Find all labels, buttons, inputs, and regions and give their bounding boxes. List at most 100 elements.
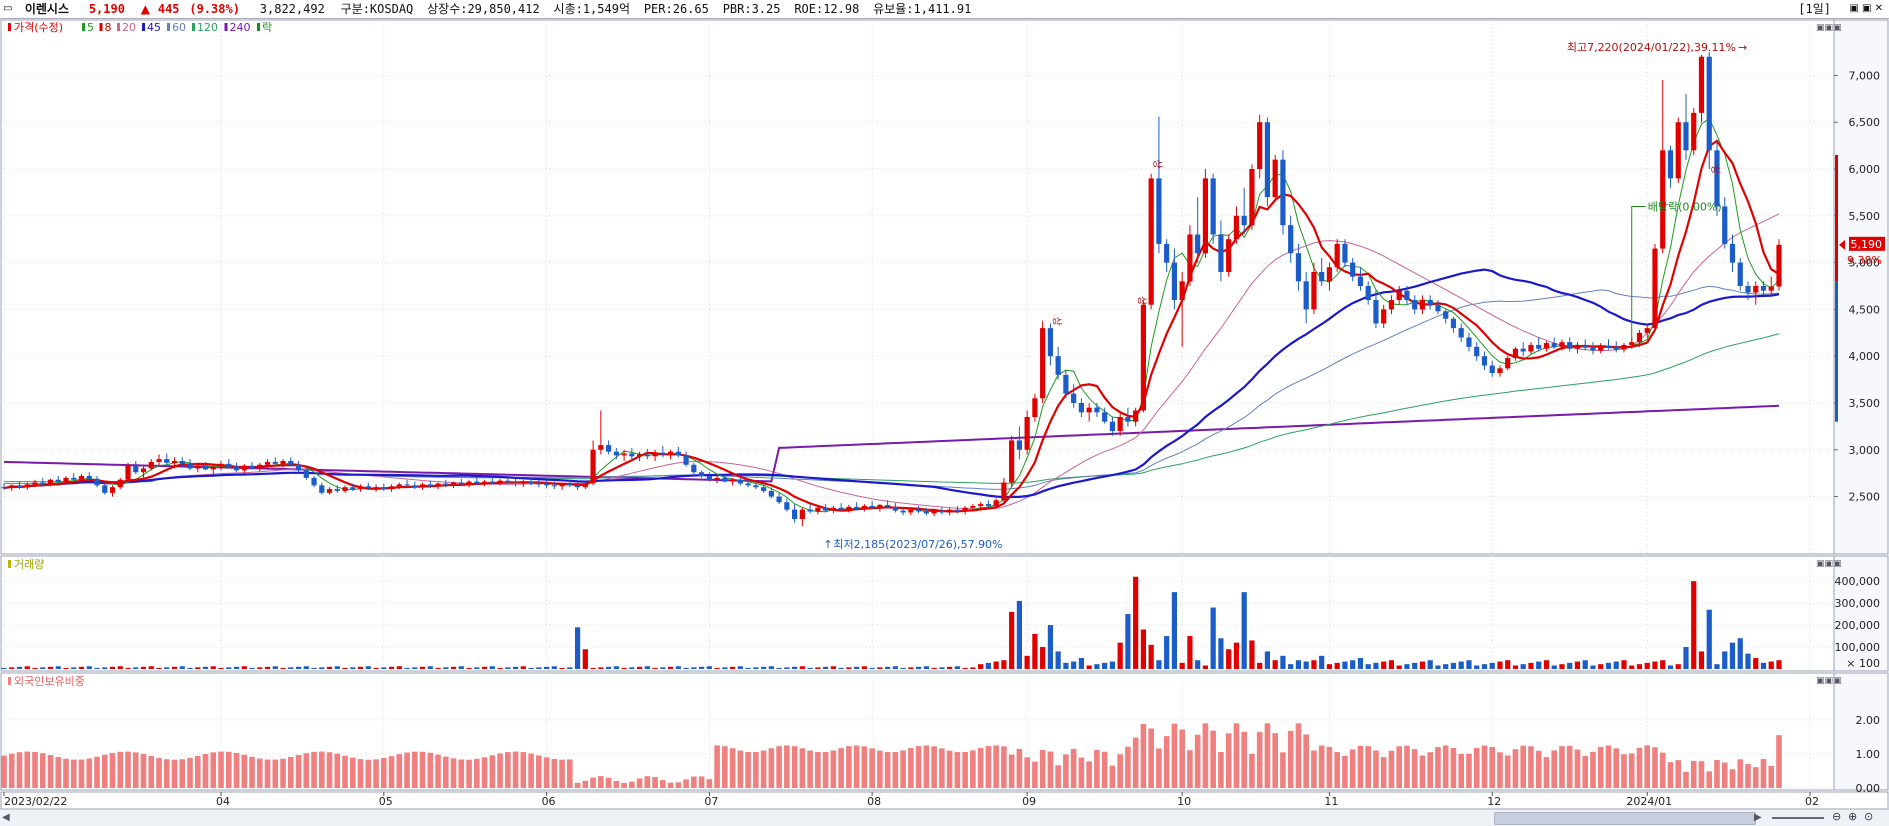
candle-body [1660, 150, 1666, 249]
foreign-ratio-bar [605, 777, 612, 788]
volume-bar [621, 667, 627, 669]
volume-bar [574, 627, 581, 669]
volume-bar [1055, 651, 1061, 669]
foreign-ratio-bar [931, 746, 937, 788]
foreign-ratio-bar [194, 755, 201, 788]
scroll-right-arrow[interactable]: ▶ [1754, 812, 1762, 823]
volume-bar [1109, 661, 1116, 669]
zoom-reset-icon[interactable]: ⊙ [1864, 810, 1874, 823]
foreign-ratio-bar [1621, 754, 1627, 788]
candle-body [133, 465, 139, 473]
time-tick-label: 08 [867, 795, 881, 808]
foreign-ratio-bar [1148, 728, 1154, 788]
candle-body [1288, 225, 1294, 254]
foreign-ratio-bar [737, 750, 744, 788]
candle-body [458, 482, 464, 485]
foreign-ratio-bar [884, 752, 891, 788]
candle-body [381, 487, 387, 490]
volume-bar [1171, 592, 1178, 669]
candle-body [792, 509, 798, 520]
candle-body [202, 465, 209, 470]
chart-scrollbar[interactable]: ◀ ▶ ⊖ ⊕ ⊙ [0, 809, 1889, 826]
candle-body [1187, 234, 1193, 282]
volume-bar [745, 667, 751, 669]
volume-bar [830, 666, 836, 669]
foreign-ratio-bar [1, 755, 7, 788]
candle-body [675, 451, 681, 456]
volume-bar [24, 666, 30, 669]
volume-bar [1257, 662, 1263, 669]
volume-bar [1598, 664, 1604, 669]
foreign-ratio-bar [1024, 757, 1030, 788]
zoom-out-icon[interactable]: ⊖ [1832, 810, 1842, 823]
foreign-ratio-bar [1063, 754, 1069, 788]
volume-bar [474, 667, 480, 669]
candle-body [776, 496, 782, 503]
volume-bar [1505, 660, 1511, 669]
foreign-ratio-bar [101, 754, 108, 788]
volume-bar [1667, 665, 1674, 669]
candle-body [1543, 343, 1550, 349]
candle-body [272, 461, 278, 464]
volume-bar [683, 667, 689, 669]
volume-bar [698, 666, 705, 669]
candle-body [474, 481, 480, 484]
foreign-ratio-bar [497, 753, 503, 788]
foreign-ratio-bar [1140, 723, 1147, 788]
stock-name: 이렌시스 [24, 2, 69, 16]
zoom-slider[interactable] [1772, 817, 1824, 819]
price-panel [0, 19, 1835, 555]
limit-up-marker: 상 [1050, 317, 1062, 326]
volume-bar [722, 667, 728, 669]
volume-bar [1373, 662, 1379, 669]
candle-body [55, 479, 61, 482]
foreign-panel-buttons-icon[interactable]: ▣▣▣ [1816, 676, 1842, 686]
volume-bar [1396, 665, 1402, 669]
last-change-label: 9.38% [1847, 254, 1882, 267]
volume-bar [1357, 658, 1364, 669]
volume-bar [179, 666, 185, 669]
candle-body [1396, 290, 1402, 301]
foreign-ratio-bar [977, 748, 984, 788]
foreign-ratio-bar [1132, 737, 1139, 788]
stock-chart[interactable]: ▣▣▣ ▣▣▣ ▣▣▣ 2,500 3,000 3,500 4,000 4,500 5,000… [0, 19, 1889, 809]
price-legend-label: 가격(수정) [14, 21, 63, 34]
price-tick-label: 3,500 [1849, 397, 1881, 410]
candle-body [605, 445, 612, 452]
menu-icon[interactable]: ▭ [3, 3, 13, 14]
foreign-ratio-bar [706, 779, 713, 788]
volume-panel-buttons-icon[interactable]: ▣▣▣ [1816, 559, 1842, 569]
scroll-left-arrow[interactable]: ◀ [2, 812, 10, 823]
foreign-ratio-bar [1481, 745, 1488, 788]
volume-bar [133, 667, 139, 669]
volume-bar [109, 666, 116, 669]
volume-bar [257, 667, 263, 669]
volume-bar [489, 666, 495, 669]
volume-bar [1722, 651, 1728, 669]
period-selector[interactable]: [1일] [1798, 2, 1831, 16]
zoom-in-icon[interactable]: ⊕ [1848, 810, 1858, 823]
volume-bar [1086, 665, 1092, 669]
foreign-ratio-bar [47, 755, 54, 788]
foreign-ratio-bar [24, 751, 31, 788]
foreign-ratio-bar [1497, 752, 1503, 788]
price-panel-buttons-icon[interactable]: ▣▣▣ [1816, 23, 1842, 33]
foreign-ratio-bar [520, 752, 527, 788]
candle-body [1644, 328, 1650, 333]
volume-bar [1760, 662, 1767, 669]
ma-legend-marker [224, 23, 228, 31]
foreign-ratio-bar [349, 757, 356, 788]
volume-bar [660, 667, 666, 669]
foreign-ratio-bar [1543, 757, 1550, 788]
volume-bar [1295, 660, 1302, 669]
candle-body [1334, 243, 1340, 268]
candle-body [404, 484, 410, 486]
window-buttons[interactable]: ▣ ▣ ✕ [1849, 3, 1883, 14]
candle-body [869, 505, 875, 508]
price-tick-label: 4,000 [1849, 350, 1881, 363]
candle-body [574, 485, 581, 488]
volume-bar [295, 666, 302, 669]
scroll-thumb[interactable] [1494, 812, 1756, 825]
candle-body [536, 483, 542, 485]
limit-up-marker: 상 [1709, 165, 1721, 174]
